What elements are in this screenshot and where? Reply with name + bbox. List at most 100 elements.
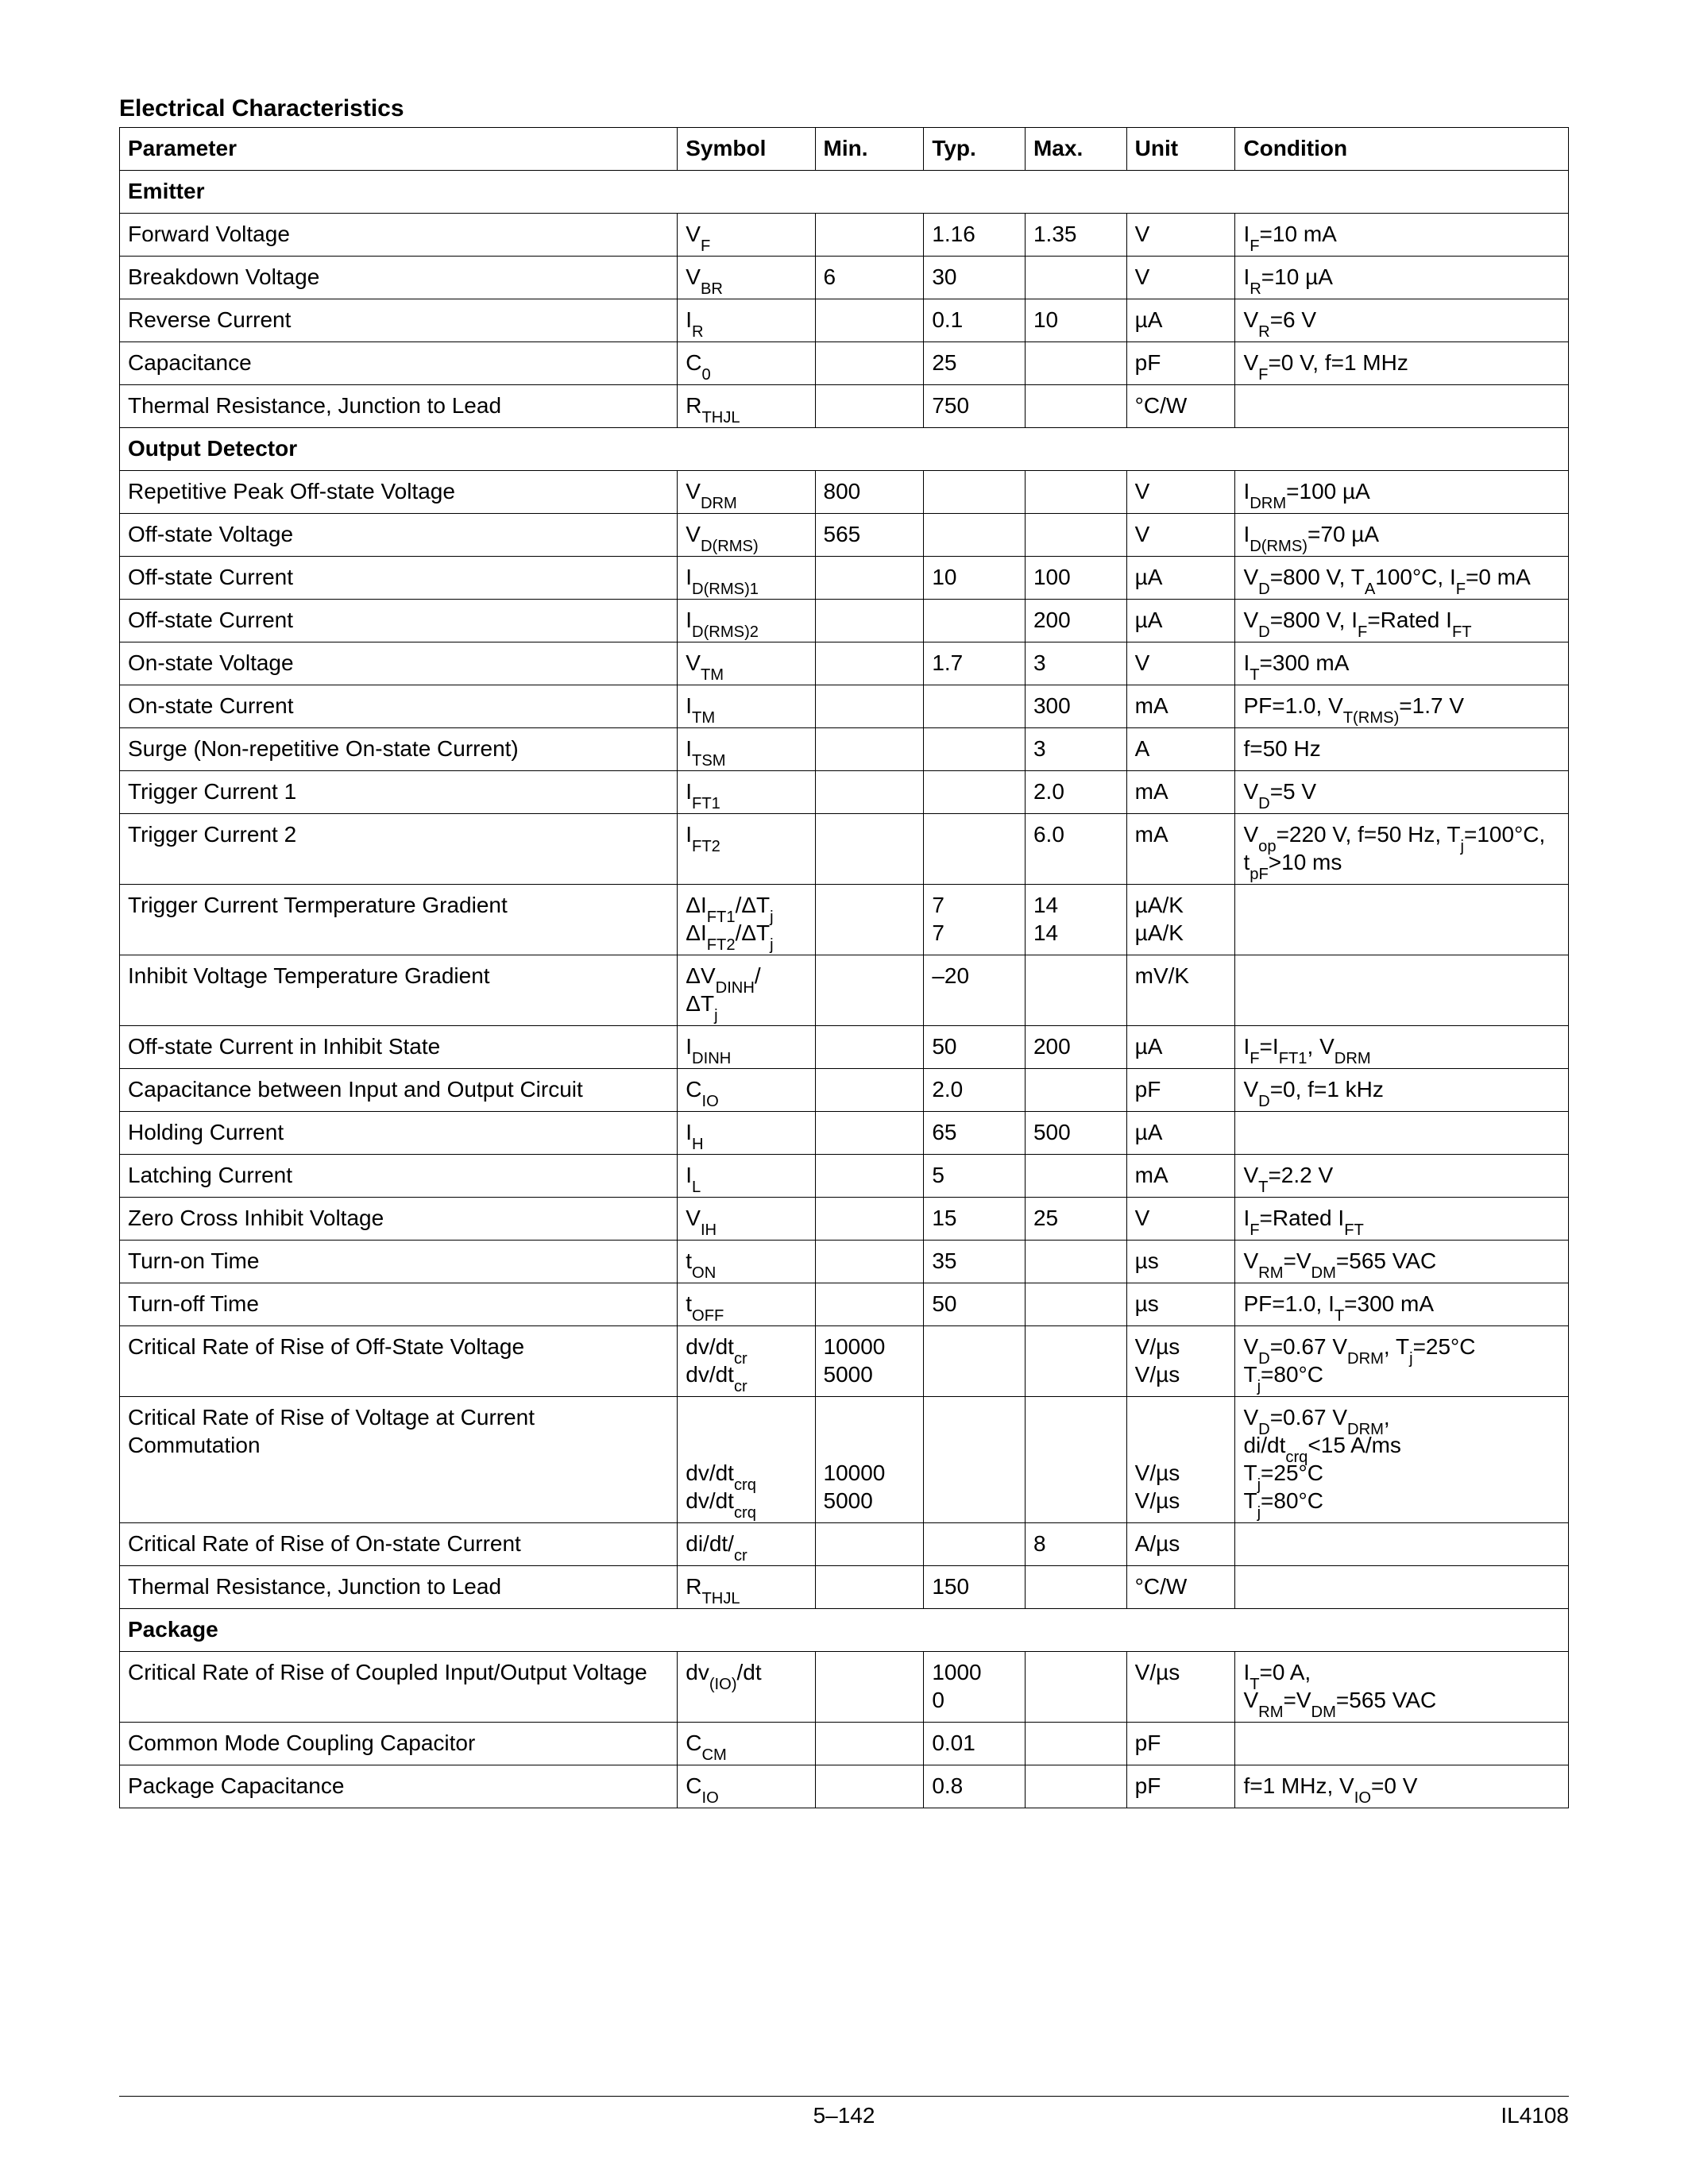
cell-typ [924,1397,1026,1523]
cell-max: 2.0 [1025,771,1126,814]
cell-min [815,214,924,257]
cell-max: 6.0 [1025,814,1126,885]
table-row: Off-state CurrentID(RMS)110100µAVD=800 V… [120,557,1569,600]
cell-min [815,1026,924,1069]
cell-symbol: ΔIFT1/ΔTjΔIFT2/ΔTj [678,885,815,955]
table-row: Thermal Resistance, Junction to LeadRTHJ… [120,1566,1569,1609]
cell-typ [924,814,1026,885]
cell-parameter: Common Mode Coupling Capacitor [120,1723,678,1765]
cell-typ: 0.8 [924,1765,1026,1808]
cell-symbol: IDINH [678,1026,815,1069]
cell-condition [1235,885,1569,955]
cell-condition: VD=800 V, TA100°C, IF=0 mA [1235,557,1569,600]
cell-max [1025,342,1126,385]
cell-min [815,814,924,885]
cell-max: 3 [1025,642,1126,685]
cell-condition [1235,1723,1569,1765]
cell-condition: PF=1.0, IT=300 mA [1235,1283,1569,1326]
cell-parameter: Turn-off Time [120,1283,678,1326]
cell-parameter: Trigger Current 2 [120,814,678,885]
table-header: Parameter Symbol Min. Typ. Max. Unit Con… [120,128,1569,171]
page-footer: 5–142 IL4108 [119,2096,1569,2128]
cell-parameter: Turn-on Time [120,1241,678,1283]
col-parameter: Parameter [120,128,678,171]
cell-typ: 5 [924,1155,1026,1198]
cell-max [1025,955,1126,1026]
cell-min [815,885,924,955]
section-title: Electrical Characteristics [119,95,1569,122]
cell-symbol: IH [678,1112,815,1155]
table-row: On-state CurrentITM300mAPF=1.0, VT(RMS)=… [120,685,1569,728]
col-max: Max. [1025,128,1126,171]
cell-min: 6 [815,257,924,299]
cell-condition: VRM=VDM=565 VAC [1235,1241,1569,1283]
table-row: Common Mode Coupling CapacitorCCM0.01pF [120,1723,1569,1765]
cell-min [815,1155,924,1198]
cell-unit: V/µsV/µs [1126,1397,1235,1523]
cell-condition [1235,1112,1569,1155]
cell-parameter: Capacitance [120,342,678,385]
cell-parameter: Holding Current [120,1112,678,1155]
cell-max [1025,1069,1126,1112]
table-row: Reverse CurrentIR0.110µAVR=6 V [120,299,1569,342]
cell-typ: 50 [924,1283,1026,1326]
cell-max: 500 [1025,1112,1126,1155]
table-row: Critical Rate of Rise of Coupled Input/O… [120,1652,1569,1723]
cell-max: 200 [1025,600,1126,642]
cell-max [1025,514,1126,557]
cell-symbol: di/dt/cr [678,1523,815,1566]
col-min: Min. [815,128,924,171]
cell-unit: °C/W [1126,1566,1235,1609]
cell-unit: V [1126,471,1235,514]
cell-symbol: tOFF [678,1283,815,1326]
table-section-row: Package [120,1609,1569,1652]
cell-parameter: Latching Current [120,1155,678,1198]
cell-unit: V [1126,642,1235,685]
cell-unit: mA [1126,771,1235,814]
cell-min: 565 [815,514,924,557]
cell-condition: ID(RMS)=70 µA [1235,514,1569,557]
cell-typ: 1.16 [924,214,1026,257]
table-row: Repetitive Peak Off-state VoltageVDRM800… [120,471,1569,514]
cell-min [815,728,924,771]
cell-parameter: Repetitive Peak Off-state Voltage [120,471,678,514]
table-row: Off-state VoltageVD(RMS)565VID(RMS)=70 µ… [120,514,1569,557]
cell-symbol: VDRM [678,471,815,514]
cell-unit: µA [1126,1026,1235,1069]
cell-parameter: Capacitance between Input and Output Cir… [120,1069,678,1112]
cell-unit: pF [1126,1069,1235,1112]
cell-symbol: RTHJL [678,1566,815,1609]
cell-unit: µA [1126,299,1235,342]
cell-parameter: Zero Cross Inhibit Voltage [120,1198,678,1241]
cell-max: 200 [1025,1026,1126,1069]
cell-parameter: Trigger Current Termperature Gradient [120,885,678,955]
cell-typ: 10000 [924,1652,1026,1723]
cell-condition: f=1 MHz, VIO=0 V [1235,1765,1569,1808]
cell-parameter: Critical Rate of Rise of On-state Curren… [120,1523,678,1566]
cell-symbol: ΔVDINH/ΔTj [678,955,815,1026]
cell-condition: PF=1.0, VT(RMS)=1.7 V [1235,685,1569,728]
cell-max: 1414 [1025,885,1126,955]
cell-symbol: RTHJL [678,385,815,428]
cell-typ: 0.1 [924,299,1026,342]
table-row: Package CapacitanceCIO0.8pFf=1 MHz, VIO=… [120,1765,1569,1808]
cell-condition [1235,385,1569,428]
cell-parameter: Thermal Resistance, Junction to Lead [120,385,678,428]
cell-symbol: ID(RMS)1 [678,557,815,600]
cell-symbol: VD(RMS) [678,514,815,557]
cell-unit: mV/K [1126,955,1235,1026]
cell-typ: 1.7 [924,642,1026,685]
cell-unit: pF [1126,1723,1235,1765]
cell-min [815,642,924,685]
cell-unit: V/µs [1126,1652,1235,1723]
cell-symbol: CIO [678,1069,815,1112]
table-row: Breakdown VoltageVBR630VIR=10 µA [120,257,1569,299]
cell-symbol: ITSM [678,728,815,771]
cell-max: 3 [1025,728,1126,771]
page-number: 5–142 [119,2103,1569,2128]
cell-min [815,600,924,642]
cell-symbol: VTM [678,642,815,685]
cell-unit: µA [1126,600,1235,642]
cell-typ: 65 [924,1112,1026,1155]
table-section-row: Output Detector [120,428,1569,471]
